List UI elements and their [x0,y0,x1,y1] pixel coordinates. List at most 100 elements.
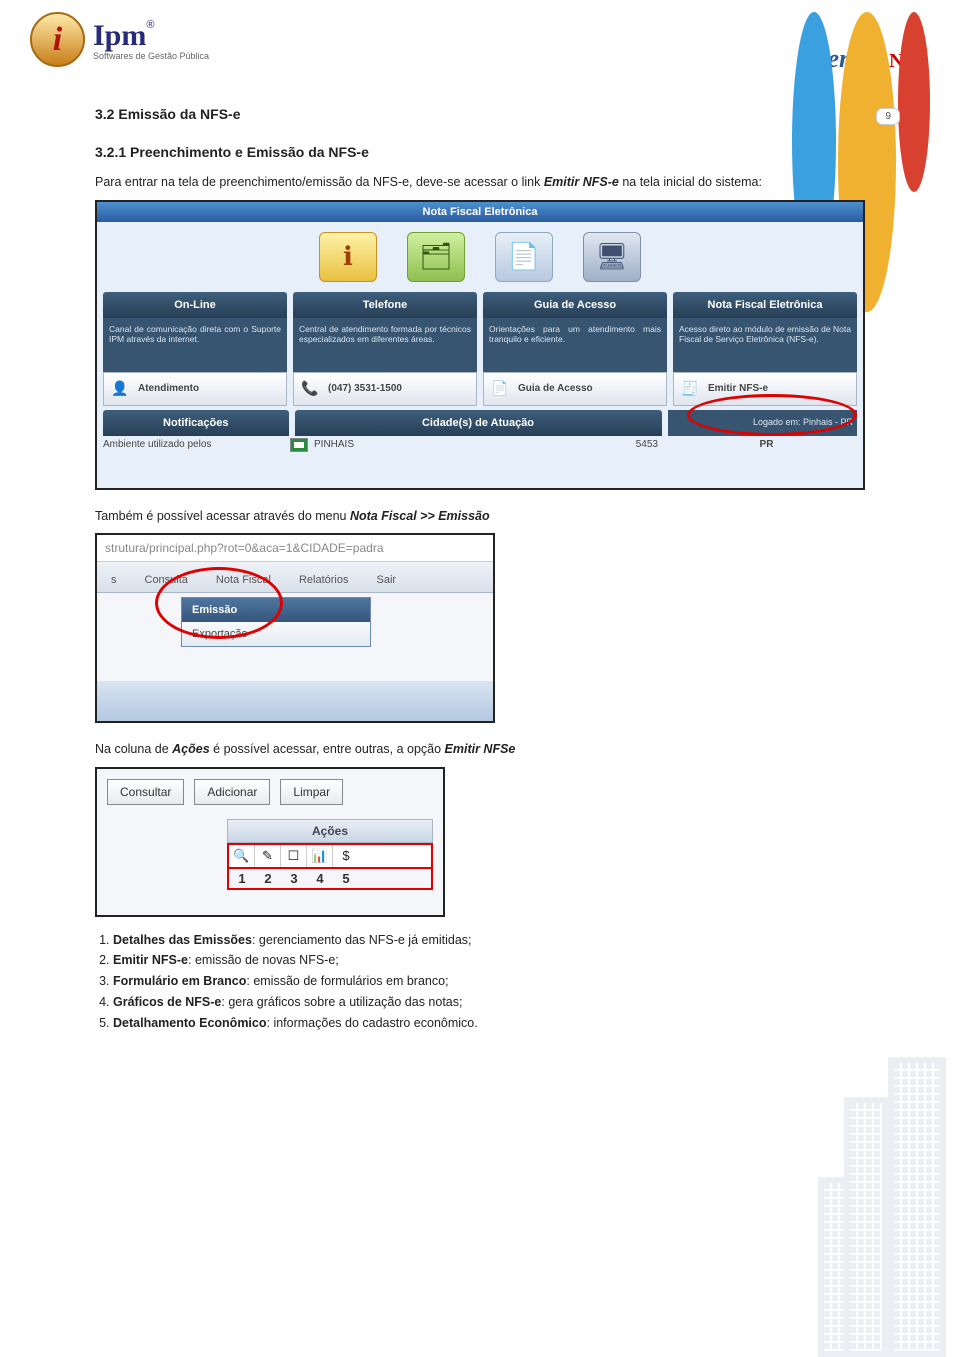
ss2-dropdown: Emissão Exportação [181,597,371,647]
ipm-tagline: Softwares de Gestão Pública [93,51,209,61]
col-btn-label: Guia de Acesso [518,383,593,394]
p1-text-after: na tela inicial do sistema: [619,175,762,189]
ss1-city-name: PINHAIS [314,439,354,450]
ss1-col-hdr: Telefone [293,292,477,318]
ss1-col-2: Guia de AcessoOrientações para um atendi… [483,292,667,406]
magnifier-icon[interactable]: 🔍 [229,845,255,867]
blank-form-icon[interactable]: ☐ [281,845,307,867]
legend-number: 1 [229,869,255,888]
paragraph-1: Para entrar na tela de preenchimento/emi… [95,174,865,192]
ss1-col-hdr: Nota Fiscal Eletrônica [673,292,857,318]
p2-menu-path: Nota Fiscal >> Emissão [350,509,490,523]
heading-3-2-1: 3.2.1 Preenchimento e Emissão da NFS-e [95,144,865,160]
atende-icon [792,12,930,44]
paragraph-3: Na coluna de Ações é possível acessar, e… [95,741,865,759]
p3-acoes: Ações [172,742,210,756]
registered-mark: ® [146,19,154,31]
action-title: Detalhamento Econômico [113,1016,267,1030]
tab-consulta[interactable]: Consulta [131,568,202,592]
col-btn-icon: 🧾 [678,378,702,400]
ss1-col-body: Acesso direto ao módulo de emissão de No… [673,318,857,372]
action-desc: : gera gráficos sobre a utilização das n… [221,995,462,1009]
ss1-col-hdr: On-Line [103,292,287,318]
legend-number: 4 [307,869,333,888]
ss1-col-body: Orientações para um atendimento mais tra… [483,318,667,372]
p1-text-before: Para entrar na tela de preenchimento/emi… [95,175,544,189]
action-item: Formulário em Branco: emissão de formulá… [113,972,865,991]
ss1-city: PINHAIS [290,438,471,452]
ss1-col-body: Central de atendimento formada por técni… [293,318,477,372]
ss1-notificacoes-hdr: Notificações [103,410,289,436]
tab-nota-fiscal[interactable]: Nota Fiscal [202,568,285,592]
paragraph-2: Também é possível acessar através do men… [95,508,865,526]
ss1-ambiente-text: Ambiente utilizado pelos [103,439,284,450]
legend-number: 3 [281,869,307,888]
document-icon[interactable]: 📄 [495,232,553,282]
ss1-uf: PR [676,439,857,450]
edit-icon[interactable]: ✎ [255,845,281,867]
page-number: 9 [876,108,900,125]
acoes-icon-row: 🔍✎☐📊$ [227,843,433,869]
folder-icon[interactable]: 🗂 [407,232,465,282]
screenshot-acoes: Consultar Adicionar Limpar Ações 🔍✎☐📊$ 123… [95,767,445,917]
action-desc: : emissão de novas NFS-e; [188,953,339,967]
building-decoration [820,1037,960,1357]
action-title: Emitir NFS-e [113,953,188,967]
action-desc: : emissão de formulários em branco; [246,974,448,988]
screenshot-home: Nota Fiscal Eletrônica ℹ 🗂 📄 🖥 On-LineCa… [95,200,865,490]
acoes-header: Ações [227,819,433,843]
p1-link-emitir: Emitir NFS-e [544,175,619,189]
col-btn-label: (047) 3531-1500 [328,383,402,394]
heading-3-2: 3.2 Emissão da NFS-e [95,106,865,122]
action-desc: : informações do cadastro econômico. [267,1016,478,1030]
action-item: Detalhes das Emissões: gerenciamento das… [113,931,865,950]
legend-number: 2 [255,869,281,888]
ipm-icon: i [30,12,85,67]
action-item: Gráficos de NFS-e: gera gráficos sobre a… [113,993,865,1012]
col-btn-label: Emitir NFS-e [708,383,768,394]
ss1-col-button[interactable]: 👤Atendimento [103,372,287,406]
ss1-col-body: Canal de comunicação direta com o Suport… [103,318,287,372]
action-title: Gráficos de NFS-e [113,995,221,1009]
ss1-number: 5453 [477,439,670,450]
action-title: Detalhes das Emissões [113,933,252,947]
tab-relatórios[interactable]: Relatórios [285,568,363,592]
chart-icon[interactable]: 📊 [307,845,333,867]
ss1-col-button[interactable]: 📄 Guia de Acesso [483,372,667,406]
action-button-adicionar[interactable]: Adicionar [194,779,270,805]
screenshot-menu: strutura/principal.php?rot=0&aca=1&CIDAD… [95,533,495,723]
ss2-gradient-bg [97,681,493,721]
ss1-col-hdr: Guia de Acesso [483,292,667,318]
col-btn-icon: 📞 [298,378,322,400]
tab-sair[interactable]: Sair [362,568,410,592]
tab-s[interactable]: s [97,568,131,592]
p2-text-before: Também é possível acessar através do men… [95,509,350,523]
actions-legend: Detalhes das Emissões: gerenciamento das… [113,931,865,1033]
action-button-consultar[interactable]: Consultar [107,779,184,805]
header-logos: i Ipm® Softwares de Gestão Pública Atend… [0,0,960,78]
acoes-number-row: 12345 [227,869,433,890]
ss1-col-button[interactable]: 📞 (047) 3531-1500 [293,372,477,406]
col-btn-icon: 👤 [108,378,132,400]
action-item: Emitir NFS-e: emissão de novas NFS-e; [113,951,865,970]
ss1-big-icons: ℹ 🗂 📄 🖥 [97,222,863,292]
ss1-col-0: On-LineCanal de comunicação direta com o… [103,292,287,406]
info-icon[interactable]: ℹ [319,232,377,282]
ss1-col-button[interactable]: 🧾 Emitir NFS-e [673,372,857,406]
ss1-cidades-hdr: Cidade(s) de Atuação [295,410,662,436]
p3a: Na coluna de [95,742,172,756]
menu-item-emissao[interactable]: Emissão [182,598,370,622]
p3-emitir: Emitir NFSe [445,742,516,756]
col-btn-icon: 📄 [488,378,512,400]
menu-item-exportacao[interactable]: Exportação [182,622,370,646]
ss1-col-1: TelefoneCentral de atendimento formada p… [293,292,477,406]
action-button-limpar[interactable]: Limpar [280,779,343,805]
ipm-name: Ipm [93,19,146,52]
ss2-url-bar: strutura/principal.php?rot=0&aca=1&CIDAD… [97,535,493,562]
legend-number: 5 [333,869,359,888]
monitor-icon[interactable]: 🖥 [583,232,641,282]
logo-ipm: i Ipm® Softwares de Gestão Pública [30,12,209,67]
ss1-title: Nota Fiscal Eletrônica [97,202,863,222]
dollar-icon[interactable]: $ [333,845,359,867]
p3c: é possível acessar, entre outras, a opçã… [210,742,445,756]
